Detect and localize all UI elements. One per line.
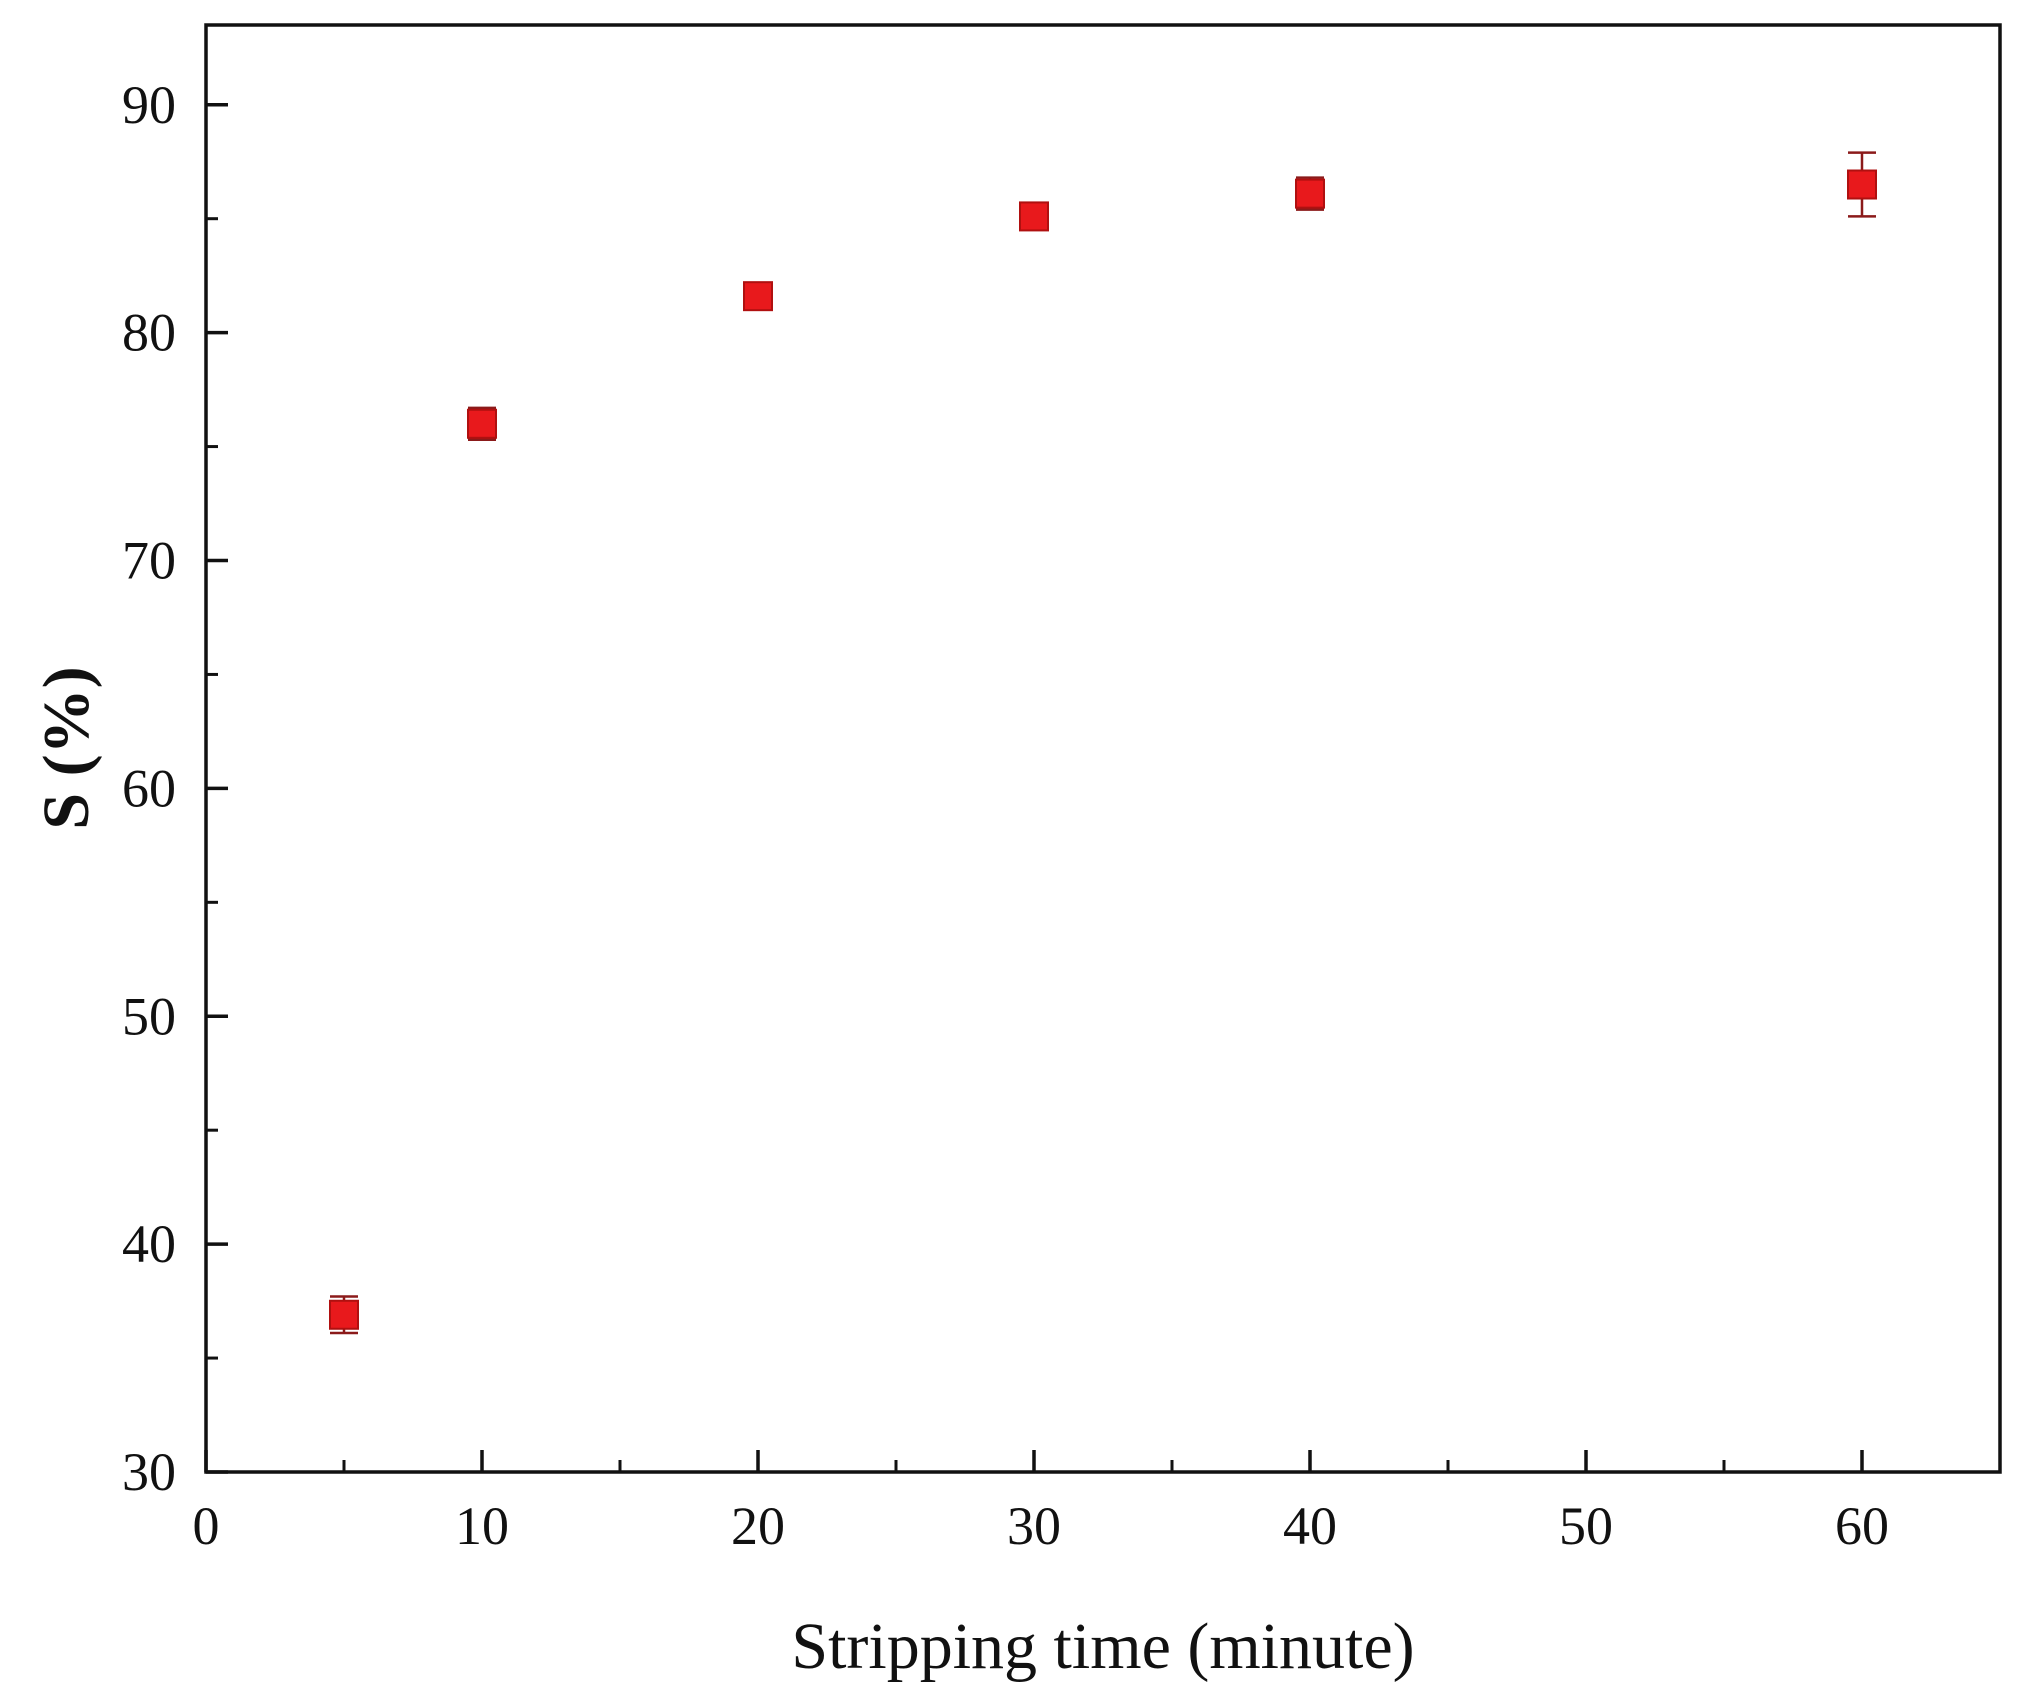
x-axis-ticks: 0 10 20 30 40 50 60 xyxy=(193,1450,2002,1556)
y-axis-title: S (%) xyxy=(30,666,103,829)
y-tick-label: 70 xyxy=(122,531,176,591)
data-point xyxy=(467,406,497,441)
data-point xyxy=(1295,176,1325,211)
x-tick-label: 10 xyxy=(455,1496,509,1556)
x-tick-label: 40 xyxy=(1283,1496,1337,1556)
square-marker xyxy=(467,408,497,439)
data-point xyxy=(1847,151,1877,218)
square-marker xyxy=(1295,178,1325,209)
data-point xyxy=(329,1295,359,1335)
y-tick-label: 40 xyxy=(122,1214,176,1274)
y-axis-ticks: 30 40 50 60 70 80 90 xyxy=(122,75,228,1502)
x-axis-title: Stripping time (minute) xyxy=(791,1610,1414,1683)
data-point xyxy=(743,281,773,312)
y-tick-label: 30 xyxy=(122,1442,176,1502)
x-tick-label: 0 xyxy=(193,1496,220,1556)
square-marker xyxy=(1019,201,1049,232)
x-tick-label: 60 xyxy=(1835,1496,1889,1556)
square-marker xyxy=(329,1299,359,1330)
plot-area xyxy=(204,23,2002,1474)
square-marker xyxy=(743,281,773,312)
y-tick-label: 60 xyxy=(122,758,176,818)
data-points xyxy=(329,151,1877,1335)
x-tick-label: 50 xyxy=(1559,1496,1613,1556)
x-tick-label: 30 xyxy=(1007,1496,1061,1556)
y-tick-label: 50 xyxy=(122,986,176,1046)
y-tick-label: 80 xyxy=(122,303,176,363)
x-tick-label: 20 xyxy=(731,1496,785,1556)
square-marker xyxy=(1847,169,1877,200)
data-point xyxy=(1019,201,1049,232)
y-tick-label: 90 xyxy=(122,75,176,135)
